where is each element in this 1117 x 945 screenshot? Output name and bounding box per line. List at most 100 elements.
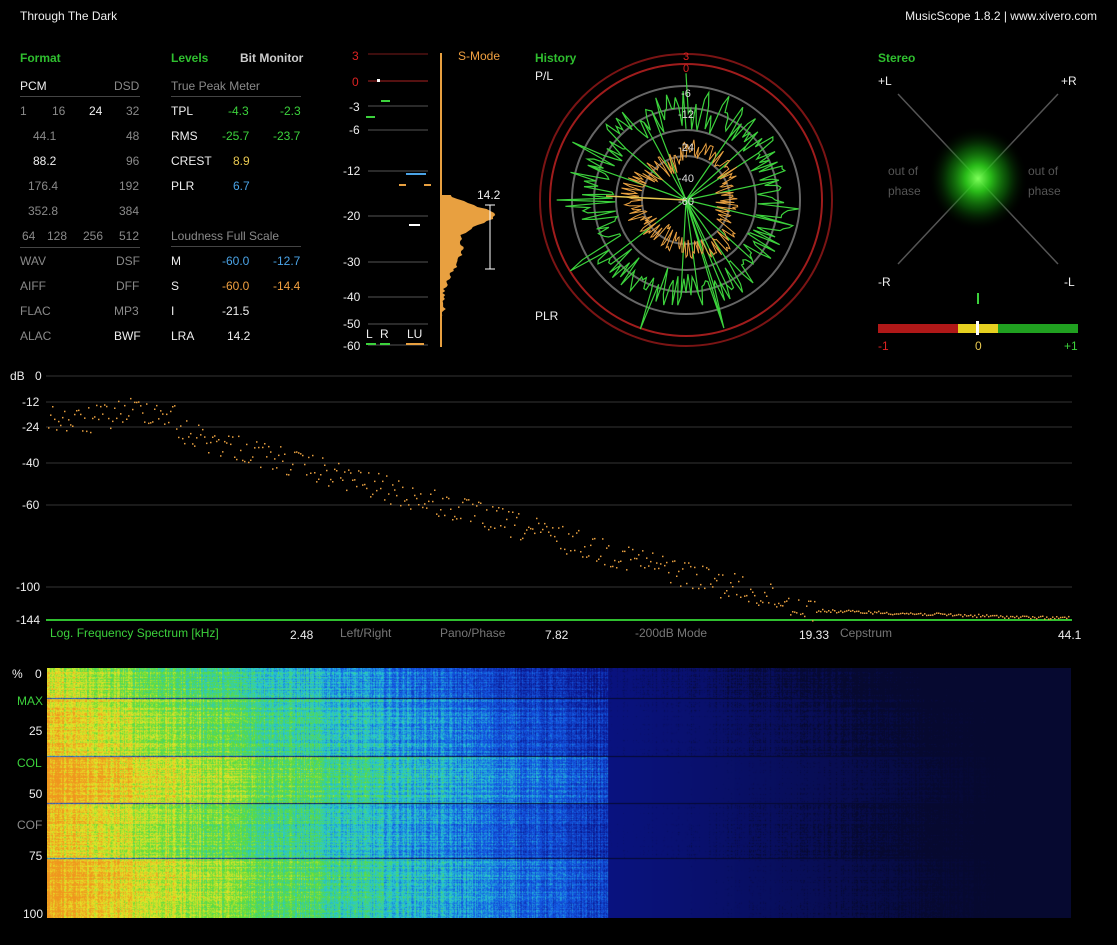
ring-label-3: 3	[683, 51, 689, 63]
corner-plus-r: +R	[1061, 74, 1077, 88]
spec-y-100: -100	[16, 580, 41, 594]
meter-tick-3: 3	[352, 49, 359, 63]
bit-monitor-tab[interactable]: Bit Monitor	[240, 51, 304, 65]
meter-tick-minus20: -20	[343, 209, 361, 223]
loudness-histogram	[441, 195, 496, 317]
dsd-128: 128	[47, 229, 68, 243]
i-value: -21.5	[222, 304, 250, 318]
ring-label-minus12: -12	[678, 109, 694, 121]
stereo-header: Stereo	[878, 51, 916, 65]
type-wav: WAV	[20, 254, 46, 268]
m-max: -12.7	[273, 254, 301, 268]
meter-tick-minus50: -50	[343, 317, 361, 331]
dsd-64: 64	[22, 229, 36, 243]
stereo-image-cloud	[928, 126, 1028, 231]
pcm-label[interactable]: PCM	[20, 79, 47, 93]
rate-48: 48	[126, 129, 140, 143]
corner-minus-r: -R	[878, 275, 891, 289]
lra-bracket-value: 14.2	[477, 188, 501, 202]
bit-16: 16	[52, 104, 66, 118]
type-mp3: MP3	[114, 304, 139, 318]
m-label: M	[171, 254, 181, 268]
track-title: Through The Dark	[20, 9, 118, 23]
sgram-cof[interactable]: COF	[17, 818, 43, 832]
spectrum-plot	[46, 375, 1072, 622]
out-of-phase-left-2: phase	[888, 184, 921, 198]
cepstrum-mode[interactable]: Cepstrum	[840, 626, 893, 640]
meter-tick-minus40: -40	[343, 290, 361, 304]
channel-r: R	[380, 327, 389, 341]
crest-label: CREST	[171, 154, 212, 168]
meter-tick-minus3: -3	[349, 100, 360, 114]
meter-tick-0: 0	[352, 75, 359, 89]
rate-88-2: 88.2	[33, 154, 57, 168]
spec-y-60: -60	[22, 498, 40, 512]
lra-label: LRA	[171, 329, 195, 343]
meter-tick-minus30: -30	[343, 255, 361, 269]
crest-value: 8.9	[233, 154, 250, 168]
correlation-zero: 0	[975, 339, 982, 353]
ring-label-0: 0	[683, 63, 689, 75]
spec-x-19-33: 19.33	[799, 628, 830, 642]
spec-x-44-1: 44.1	[1058, 628, 1082, 642]
type-alac: ALAC	[20, 329, 52, 343]
m-value: -60.0	[222, 254, 250, 268]
spec-x-2-48: 2.48	[290, 628, 314, 642]
rate-352-8: 352.8	[28, 204, 59, 218]
sgram-50: 50	[29, 787, 43, 801]
spec-y-0: 0	[35, 369, 42, 383]
left-right-mode[interactable]: Left/Right	[340, 626, 392, 640]
channel-lu: LU	[407, 327, 423, 341]
bit-24: 24	[89, 104, 103, 118]
correlation-minus1: -1	[878, 339, 889, 353]
lra-value: 14.2	[227, 329, 251, 343]
rate-44-1: 44.1	[33, 129, 57, 143]
minus-200db-mode[interactable]: -200dB Mode	[635, 626, 708, 640]
pano-phase-mode[interactable]: Pano/Phase	[440, 626, 506, 640]
correlation-indicator	[976, 321, 979, 335]
sgram-100: 100	[23, 907, 44, 921]
sgram-75: 75	[29, 849, 43, 863]
out-of-phase-right-1: out of	[1028, 164, 1059, 178]
ring-label-minus24: -24	[678, 142, 694, 154]
spectrum-title[interactable]: Log. Frequency Spectrum [kHz]	[50, 626, 219, 640]
true-peak-header: True Peak Meter	[171, 79, 260, 93]
spectrum-trace	[48, 397, 1070, 622]
correlation-plus1: +1	[1064, 339, 1078, 353]
history-header: History	[535, 51, 577, 65]
bit-1: 1	[20, 104, 27, 118]
s-value: -60.0	[222, 279, 250, 293]
rate-96: 96	[126, 154, 140, 168]
spec-y-40: -40	[22, 456, 40, 470]
correlation-peak-marker	[977, 293, 979, 304]
type-bwf: BWF	[114, 329, 141, 343]
s-max: -14.4	[273, 279, 301, 293]
goniometer	[897, 93, 1059, 265]
s-mode-toggle[interactable]: S-Mode	[458, 49, 501, 63]
plr-history-label: PLR	[535, 309, 559, 323]
pl-label: P/L	[535, 69, 554, 83]
type-dsf: DSF	[116, 254, 140, 268]
meter-tick-minus6: -6	[349, 123, 360, 137]
dsd-256: 256	[83, 229, 104, 243]
sgram-col[interactable]: COL	[17, 756, 42, 770]
levels-header[interactable]: Levels	[171, 51, 209, 65]
tpl-label: TPL	[171, 104, 194, 118]
spec-y-24: -24	[22, 420, 40, 434]
dsd-512: 512	[119, 229, 140, 243]
rate-384: 384	[119, 204, 140, 218]
history-radar: 3 0 -6 -12 -24 -40 -60	[539, 51, 833, 347]
app-title: MusicScope 1.8.2 | www.xivero.com	[905, 9, 1097, 23]
meter-graphic	[366, 53, 496, 347]
type-flac: FLAC	[20, 304, 51, 318]
loudness-trace	[620, 139, 739, 260]
tpl-left: -4.3	[228, 104, 249, 118]
ring-label-minus60: -60	[678, 196, 694, 208]
sgram-max[interactable]: MAX	[17, 694, 44, 708]
format-header: Format	[20, 51, 61, 65]
meter-tick-minus60: -60	[343, 339, 361, 353]
channel-l: L	[366, 327, 373, 341]
meter-tick-minus12: -12	[343, 164, 361, 178]
dsd-label[interactable]: DSD	[114, 79, 140, 93]
spec-x-7-82: 7.82	[545, 628, 569, 642]
